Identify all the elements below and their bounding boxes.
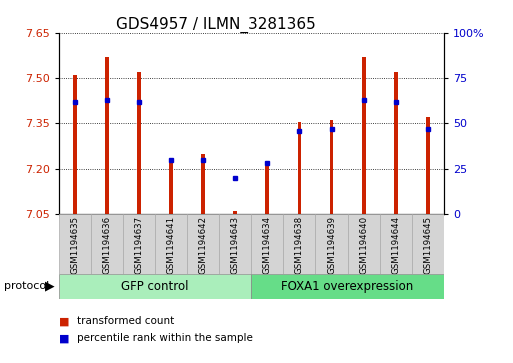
Text: GSM1194639: GSM1194639	[327, 216, 336, 274]
Bar	[411, 214, 444, 274]
Bar	[220, 214, 251, 274]
Text: GSM1194644: GSM1194644	[391, 216, 400, 274]
Bar	[426, 117, 429, 214]
Bar	[394, 72, 398, 214]
Bar	[187, 214, 220, 274]
Bar	[123, 214, 155, 274]
Bar	[251, 214, 283, 274]
Text: GSM1194640: GSM1194640	[359, 216, 368, 274]
Bar	[329, 121, 333, 214]
Bar	[362, 57, 365, 214]
Text: GSM1194634: GSM1194634	[263, 216, 272, 274]
Text: GSM1194643: GSM1194643	[231, 216, 240, 274]
Text: GFP control: GFP control	[122, 280, 189, 293]
Bar	[233, 211, 237, 214]
Text: FOXA1 overexpression: FOXA1 overexpression	[282, 280, 413, 293]
Text: GDS4957 / ILMN_3281365: GDS4957 / ILMN_3281365	[115, 16, 315, 33]
Text: percentile rank within the sample: percentile rank within the sample	[77, 333, 253, 343]
Bar	[155, 214, 187, 274]
Bar	[348, 214, 380, 274]
Text: ▶: ▶	[45, 279, 54, 292]
Text: transformed count: transformed count	[77, 316, 174, 326]
Bar	[283, 214, 315, 274]
Bar	[59, 214, 91, 274]
Text: ■: ■	[59, 333, 69, 343]
Bar	[251, 274, 444, 299]
Text: GSM1194637: GSM1194637	[134, 216, 144, 274]
Text: GSM1194635: GSM1194635	[70, 216, 80, 274]
Bar	[73, 75, 77, 214]
Text: GSM1194645: GSM1194645	[423, 216, 432, 274]
Text: GSM1194642: GSM1194642	[199, 216, 208, 274]
Bar	[315, 214, 348, 274]
Bar	[201, 154, 205, 214]
Bar	[105, 57, 109, 214]
Text: GSM1194641: GSM1194641	[167, 216, 176, 274]
Text: ■: ■	[59, 316, 69, 326]
Text: protocol: protocol	[4, 281, 49, 291]
Text: GSM1194638: GSM1194638	[295, 216, 304, 274]
Bar	[137, 72, 141, 214]
Bar	[380, 214, 411, 274]
Bar	[59, 274, 251, 299]
Bar	[169, 163, 173, 214]
Bar	[91, 214, 123, 274]
Text: GSM1194636: GSM1194636	[103, 216, 112, 274]
Bar	[298, 122, 301, 214]
Bar	[265, 166, 269, 214]
